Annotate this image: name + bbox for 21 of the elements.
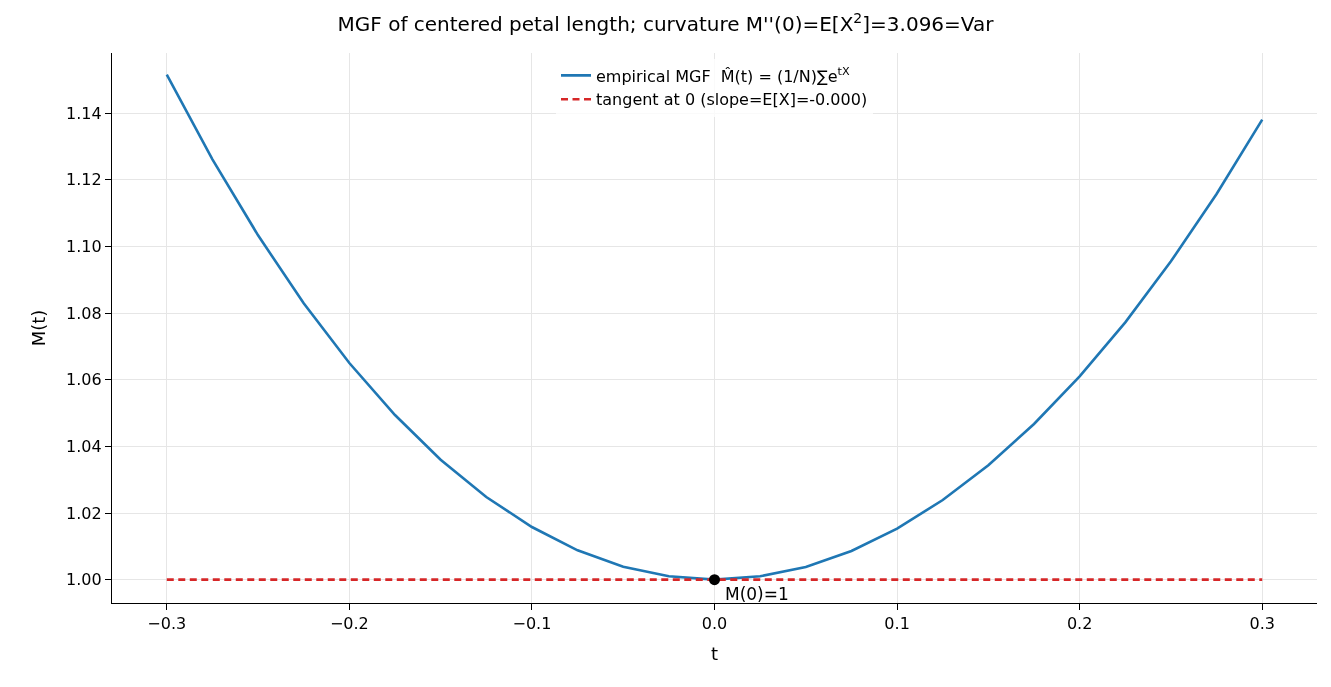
- x-tick-label: 0.2: [1066, 614, 1093, 634]
- legend-label: empirical MGF M̂(t) = (1/N)∑e$^{tX}$: [596, 64, 850, 86]
- x-tick-label: 0.3: [1249, 614, 1275, 634]
- y-tick-label: 1.02: [66, 503, 102, 523]
- y-tick-label: 1.10: [66, 236, 102, 256]
- y-tick-label: 1.04: [66, 436, 102, 456]
- x-tick-label: −0.1: [512, 614, 552, 634]
- annotation: M(0)=1: [725, 584, 789, 604]
- x-tick-label: 0.1: [884, 614, 910, 634]
- x-axis-title: t: [710, 643, 719, 665]
- x-tick-label: 0.0: [701, 614, 728, 634]
- y-tick-label: 1.00: [66, 570, 102, 590]
- chart-title: MGF of centered petal length; curvature M''(0)=E[X$^{2}$]=3.096=Var: [337, 9, 995, 37]
- y-tick-label: 1.12: [66, 170, 102, 190]
- x-tick-label: −0.3: [147, 614, 187, 634]
- y-tick-label: 1.08: [66, 303, 102, 323]
- y-tick-label: 1.14: [66, 103, 102, 123]
- y-tick-label: 1.06: [66, 370, 102, 390]
- x-tick-label: −0.2: [329, 614, 369, 634]
- y-axis-title: M(t): [28, 309, 50, 347]
- legend-label: tangent at 0 (slope=E[X]=-0.000): [596, 90, 868, 110]
